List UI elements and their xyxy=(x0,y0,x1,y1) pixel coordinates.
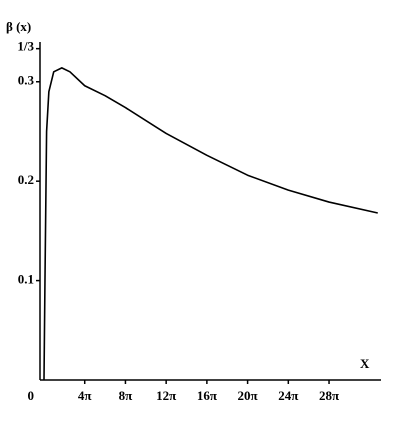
y-tick-label: 0.2 xyxy=(18,172,34,187)
x-axis-label: X xyxy=(360,356,370,371)
y-tick-label: 0.1 xyxy=(18,272,34,287)
x-tick-label: 0 xyxy=(28,388,35,403)
x-tick-label: 16π xyxy=(197,388,217,403)
x-tick-label: 20π xyxy=(238,388,258,403)
x-tick-label: 8π xyxy=(119,388,133,403)
x-tick-label: 24π xyxy=(278,388,298,403)
y-tick-label: 0.3 xyxy=(18,73,35,88)
line xyxy=(43,67,378,381)
x-tick-label: 28π xyxy=(319,388,339,403)
y-axis-label: β (x) xyxy=(6,19,31,34)
y-tick-label: 1/3 xyxy=(17,39,34,54)
x-tick-label: 4π xyxy=(78,388,92,403)
x-tick-label: 12π xyxy=(156,388,176,403)
